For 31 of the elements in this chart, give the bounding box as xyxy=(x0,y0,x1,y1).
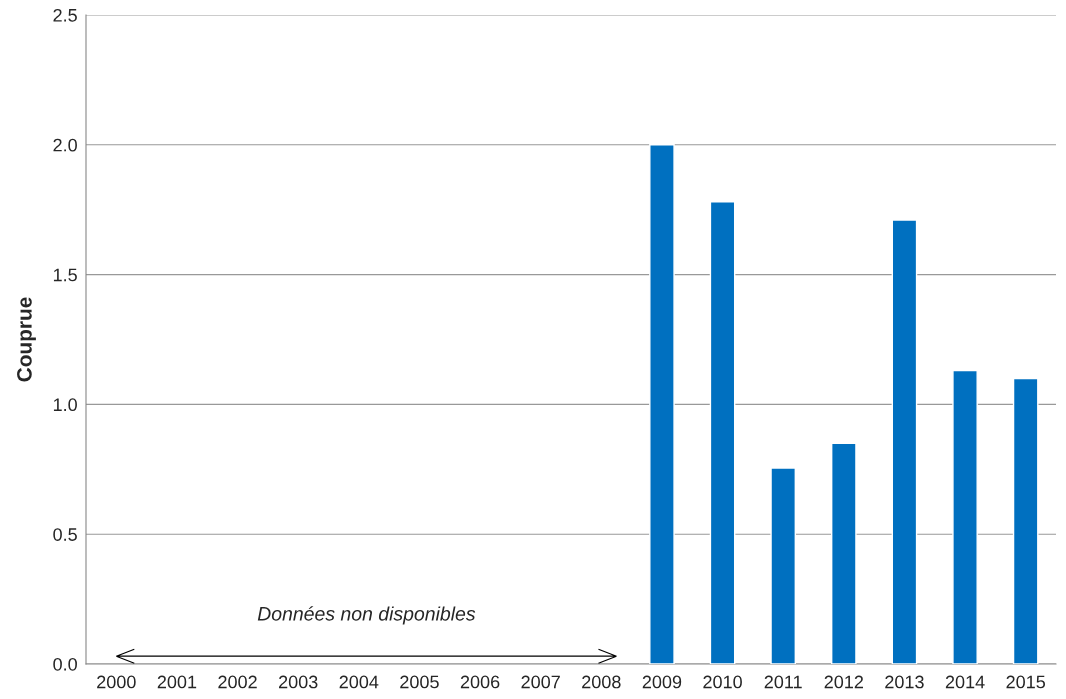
bar xyxy=(770,467,797,664)
bar xyxy=(649,144,675,664)
y-axis-title: Couprue xyxy=(17,297,36,382)
x-tick-label: 2008 xyxy=(582,675,621,689)
x-tick-label: 2010 xyxy=(703,675,742,689)
annotation: Données non disponibles xyxy=(257,606,476,625)
y-tick-label: 0.5 xyxy=(53,528,77,541)
x-tick-label: 2000 xyxy=(97,675,136,689)
bar xyxy=(830,442,857,664)
x-tick-label: 2012 xyxy=(824,675,863,689)
x-tick-label: 2014 xyxy=(945,675,985,689)
y-tick-label: 1.5 xyxy=(53,268,77,282)
bar xyxy=(891,219,918,664)
bar xyxy=(709,201,736,664)
bar xyxy=(952,369,978,664)
x-tick-label: 2003 xyxy=(279,675,318,689)
bar xyxy=(1012,377,1039,664)
x-tick-label: 2007 xyxy=(521,675,560,689)
x-tick-label: 2015 xyxy=(1006,675,1046,689)
y-tick-label: 1.0 xyxy=(53,398,77,412)
x-tick-label: 2005 xyxy=(400,675,439,689)
y-tick-label: 2.0 xyxy=(53,138,77,152)
x-tick-label: 2009 xyxy=(642,675,682,689)
x-tick-label: 2002 xyxy=(218,675,257,689)
y-tick-label: 0.0 xyxy=(53,657,77,671)
x-tick-label: 2004 xyxy=(339,675,379,689)
x-tick-label: 2001 xyxy=(157,675,197,689)
x-tick-label: 2006 xyxy=(460,675,500,689)
x-tick-label: 2013 xyxy=(885,675,924,689)
y-tick-label: 2.5 xyxy=(53,8,77,22)
x-tick-label: 2011 xyxy=(764,675,802,689)
